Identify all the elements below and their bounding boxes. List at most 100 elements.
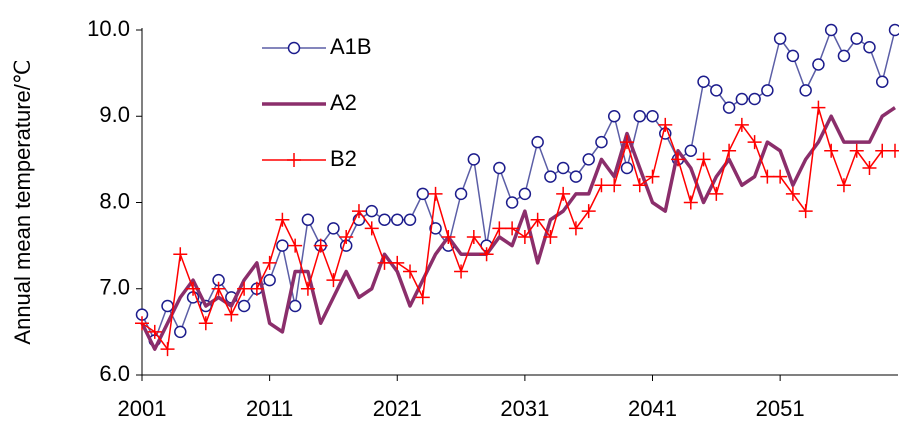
data-point <box>403 213 417 226</box>
data-point <box>262 255 277 270</box>
data-point <box>543 230 558 244</box>
data-point <box>544 170 557 183</box>
data-point <box>875 75 889 88</box>
data-point <box>761 84 774 97</box>
data-point <box>683 195 698 210</box>
data-point <box>799 84 812 97</box>
y-tick-label: 9.0 <box>99 102 130 127</box>
data-point <box>531 135 544 149</box>
data-point <box>710 84 723 97</box>
data-point <box>594 178 609 193</box>
y-tick-label: 10.0 <box>87 16 130 41</box>
data-point <box>556 161 570 175</box>
data-point <box>479 247 494 262</box>
data-point <box>556 186 571 201</box>
data-point <box>300 281 315 296</box>
data-point <box>696 152 711 167</box>
data-point <box>339 230 354 244</box>
data-point <box>454 187 468 201</box>
data-point <box>224 307 239 322</box>
data-point <box>684 144 698 157</box>
data-point <box>211 281 226 296</box>
data-point <box>466 230 481 244</box>
y-tick-label: 8.0 <box>99 188 130 213</box>
data-point <box>505 221 520 236</box>
data-point <box>697 75 710 88</box>
y-tick-label: 6.0 <box>99 361 130 386</box>
data-point <box>160 342 175 357</box>
data-point <box>722 101 736 114</box>
data-point <box>824 23 838 37</box>
data-point <box>824 143 839 158</box>
data-point <box>875 143 890 158</box>
data-point <box>351 204 366 219</box>
data-point <box>415 290 430 305</box>
data-point <box>288 238 303 253</box>
data-point <box>186 281 201 296</box>
data-point <box>275 212 290 227</box>
data-point <box>377 255 392 270</box>
data-point <box>391 213 404 226</box>
data-point <box>237 281 252 296</box>
data-point <box>378 213 391 226</box>
data-point <box>837 49 851 63</box>
data-point <box>492 221 507 236</box>
x-tick-label: 2031 <box>500 396 549 421</box>
y-tick-label: 7.0 <box>99 275 130 300</box>
data-point <box>658 117 673 132</box>
data-point <box>441 230 456 244</box>
data-point <box>364 221 379 236</box>
data-point <box>836 178 851 193</box>
legend-marker <box>287 41 301 55</box>
data-point <box>428 186 443 201</box>
data-point <box>390 255 405 270</box>
data-point <box>301 213 315 226</box>
data-point <box>619 135 634 150</box>
data-point <box>786 49 800 63</box>
data-point <box>135 316 149 331</box>
data-point <box>862 161 877 175</box>
data-point <box>569 170 583 183</box>
data-point <box>748 92 761 106</box>
data-point <box>365 204 378 218</box>
data-point <box>326 273 341 288</box>
data-point <box>849 143 864 158</box>
data-point <box>888 23 899 37</box>
data-point <box>313 238 328 253</box>
data-point <box>429 222 442 235</box>
data-point <box>645 169 660 184</box>
data-point <box>518 187 532 201</box>
data-point <box>403 264 418 279</box>
data-point <box>327 222 340 235</box>
data-point <box>517 230 532 244</box>
data-point <box>850 32 863 45</box>
x-tick-label: 2011 <box>246 396 293 421</box>
data-point <box>812 58 825 71</box>
data-point <box>493 161 506 175</box>
data-point <box>888 143 899 158</box>
data-point <box>276 239 289 252</box>
data-point <box>671 152 686 167</box>
data-point <box>173 247 188 262</box>
data-point <box>416 187 430 201</box>
data-point <box>467 153 481 166</box>
x-tick-label: 2041 <box>628 396 677 421</box>
data-point <box>581 204 596 219</box>
data-point <box>863 41 876 54</box>
data-point <box>607 110 621 123</box>
data-point <box>773 32 787 45</box>
legend-label: A2 <box>330 90 357 115</box>
x-tick-label: 2021 <box>373 396 422 421</box>
data-point <box>760 169 775 184</box>
data-point <box>505 196 519 209</box>
data-point <box>568 221 583 236</box>
x-tick-label: 2051 <box>756 396 805 421</box>
data-point <box>263 273 276 287</box>
data-point <box>734 117 749 132</box>
data-point <box>582 153 595 166</box>
data-point <box>530 212 545 227</box>
data-point <box>633 110 646 123</box>
data-point <box>161 299 174 313</box>
data-point <box>646 110 659 123</box>
